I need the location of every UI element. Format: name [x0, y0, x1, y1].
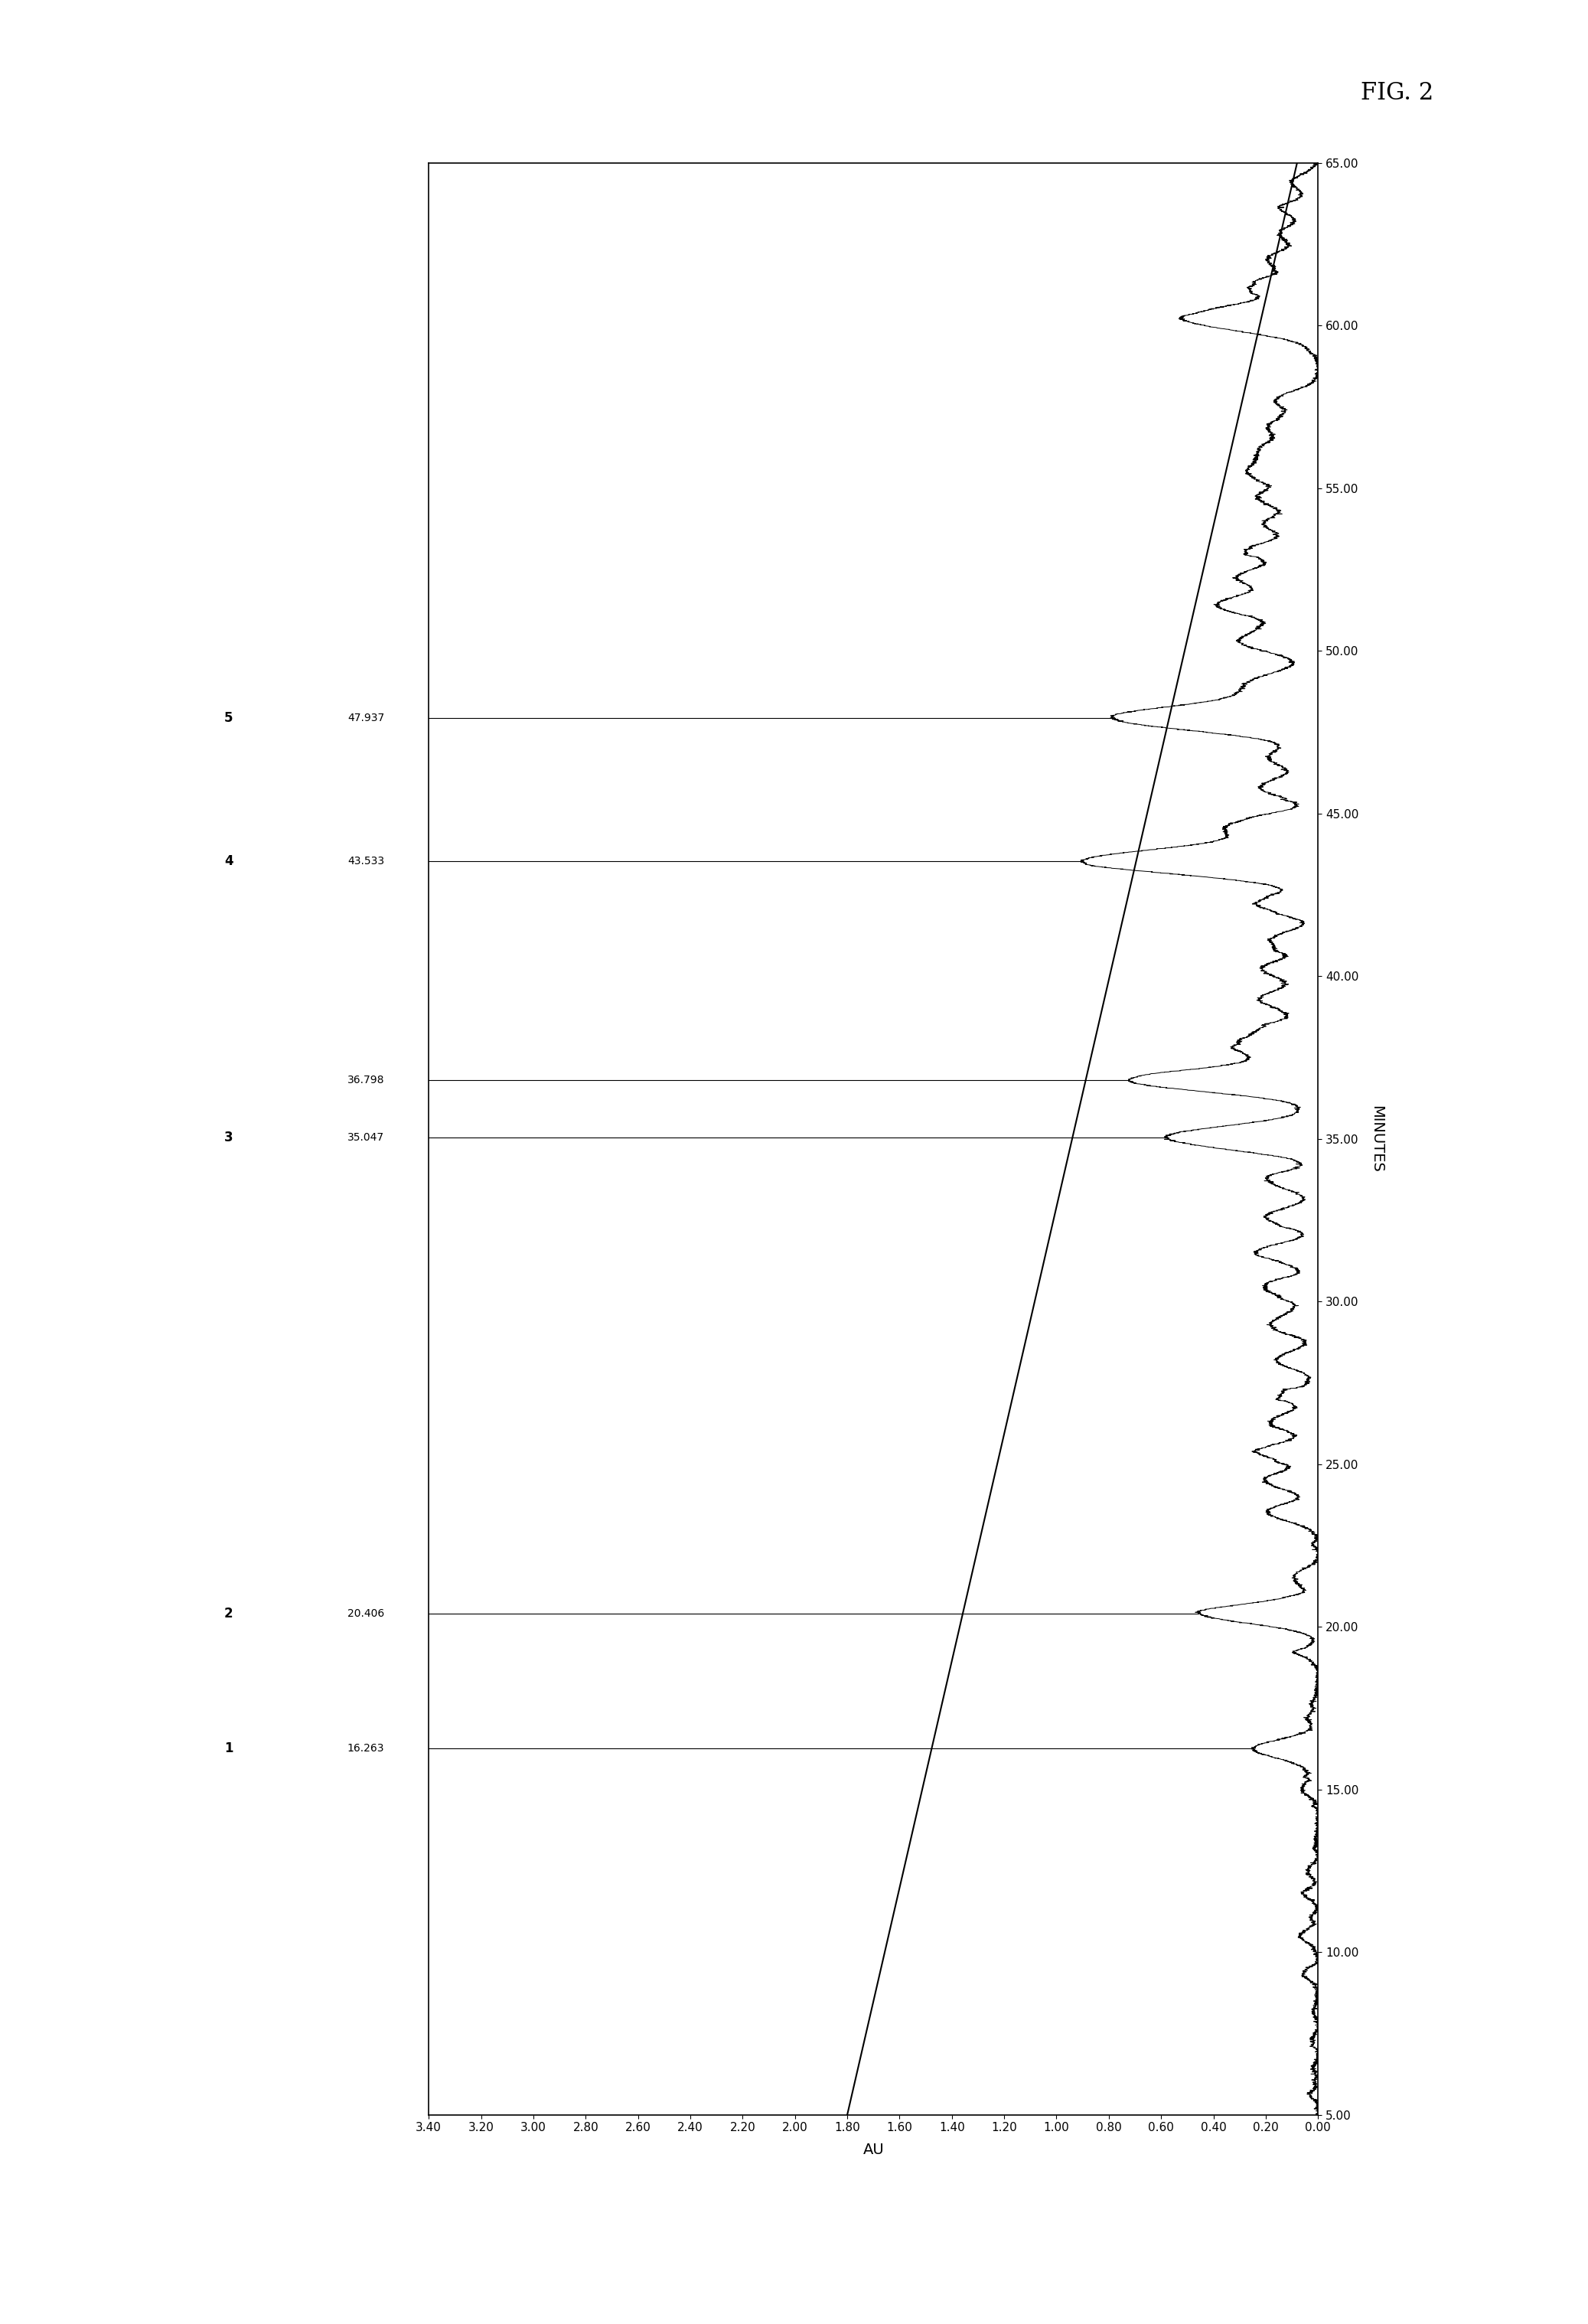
Text: 16.263: 16.263: [348, 1743, 384, 1755]
Text: 35.047: 35.047: [348, 1132, 384, 1143]
Text: 5: 5: [224, 711, 233, 725]
Y-axis label: MINUTES: MINUTES: [1369, 1106, 1383, 1171]
Text: 3: 3: [224, 1129, 233, 1143]
Text: 36.798: 36.798: [348, 1076, 384, 1085]
Text: FIG. 2: FIG. 2: [1361, 81, 1434, 105]
Text: 20.406: 20.406: [348, 1608, 384, 1620]
Text: 4: 4: [224, 855, 233, 869]
X-axis label: AU: AU: [862, 2143, 885, 2157]
Text: 2: 2: [224, 1606, 233, 1620]
Text: 1: 1: [224, 1741, 233, 1755]
Text: 43.533: 43.533: [348, 855, 384, 867]
Text: 47.937: 47.937: [348, 713, 384, 723]
